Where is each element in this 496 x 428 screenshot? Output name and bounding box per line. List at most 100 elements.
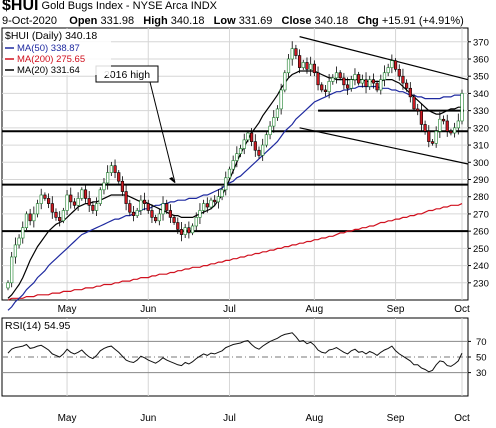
candle-body [264, 134, 268, 146]
candle-body [21, 227, 25, 239]
rsi-axis-label: 50 [476, 353, 487, 364]
candle-body [231, 160, 235, 170]
rsi-line [7, 332, 463, 373]
candle-body [80, 189, 84, 199]
candle-body [69, 194, 73, 203]
candle-body [198, 210, 202, 218]
candle-body [364, 79, 368, 87]
candle-body [146, 203, 150, 211]
open-value: 331.98 [100, 15, 135, 27]
candle-body [190, 225, 195, 234]
candle-body [357, 74, 361, 84]
channel-lower-line [299, 127, 469, 165]
price-axis-label: 310 [473, 141, 489, 152]
candle-body [54, 211, 58, 218]
quote-line: 9-Oct-2020 Open 331.98 High 340.18 Low 3… [2, 15, 464, 27]
low-label: Low [213, 15, 236, 27]
candle-body [183, 227, 187, 235]
candle-body [106, 172, 110, 184]
candle-body [368, 79, 372, 87]
candle-body [227, 168, 232, 179]
candle-body [6, 282, 10, 289]
ma200-line [7, 203, 463, 301]
candle-body [286, 58, 291, 74]
candle-body [386, 67, 390, 74]
candle-body [83, 189, 88, 199]
candle-body [379, 79, 383, 91]
candle-body [224, 177, 228, 191]
candle-body [154, 217, 158, 222]
candle-body [342, 77, 346, 86]
open-label: Open [69, 15, 98, 27]
candle-body [220, 189, 224, 198]
month-label: Jun [140, 413, 156, 424]
legend-label: MA(200) 275.65 [17, 54, 85, 65]
candle-body [150, 210, 154, 218]
annotation-arrow-head [169, 177, 176, 184]
candle-body [408, 87, 412, 98]
candle-body [202, 203, 206, 211]
month-label: Jul [223, 413, 236, 424]
candle-body [102, 182, 106, 191]
candle-body [35, 203, 40, 215]
candle-body [213, 199, 217, 203]
candle-body [412, 96, 416, 110]
candle-body [397, 69, 401, 77]
candle-body [50, 203, 54, 213]
month-label: Sep [387, 304, 405, 315]
candle-body [139, 199, 143, 211]
annotation-arrow-line [149, 81, 176, 183]
candle-body [338, 72, 342, 79]
candle-body [32, 213, 36, 222]
candle-body [161, 203, 165, 215]
quote-date: 9-Oct-2020 [2, 15, 58, 27]
candle-body [353, 74, 357, 80]
candle-body [283, 72, 287, 91]
candle-body [275, 108, 280, 118]
candle-body [43, 194, 47, 199]
candle-body [375, 82, 379, 91]
candle-body [238, 148, 243, 154]
candle-body [279, 89, 283, 110]
candle-body [117, 172, 121, 182]
month-label: Aug [305, 304, 323, 315]
price-axis-label: 320 [473, 123, 489, 134]
candle-body [205, 203, 209, 208]
candle-body [460, 93, 464, 122]
candle-body [320, 84, 324, 91]
candle-body [390, 60, 394, 68]
candle-body [109, 165, 113, 173]
candle-body [157, 213, 161, 222]
candle-body [87, 198, 91, 206]
price-axis-label: 270 [473, 209, 489, 220]
candle-body [176, 222, 180, 230]
candle-body [297, 55, 302, 68]
candle-body [98, 189, 102, 204]
price-axis-label: 340 [473, 89, 489, 100]
candle-body [427, 130, 431, 142]
month-label: Oct [454, 413, 470, 424]
candle-body [235, 153, 239, 161]
candle-body [58, 217, 62, 222]
candle-body [61, 210, 65, 222]
candle-body [309, 63, 313, 70]
candle-body [345, 84, 350, 89]
price-axis-label: 330 [473, 106, 489, 117]
candle-body [323, 89, 328, 92]
price-axis-label: 240 [473, 261, 489, 272]
candle-body [257, 149, 261, 156]
price-axis-label: 260 [473, 227, 489, 238]
candle-body [253, 141, 257, 151]
candle-body [65, 194, 69, 211]
close-value: 340.18 [314, 15, 349, 27]
candle-body [268, 125, 272, 136]
candle-body [135, 210, 139, 216]
candle-body [331, 77, 335, 82]
candle-body [438, 118, 442, 132]
candle-body [216, 196, 220, 203]
candle-body [272, 117, 276, 127]
channel-upper-line [299, 36, 469, 81]
chart-title: $HUI (Daily) 340.18 [5, 30, 97, 42]
annotation-text: 2016 high [104, 69, 150, 81]
rsi-panel-frame [1, 317, 469, 397]
